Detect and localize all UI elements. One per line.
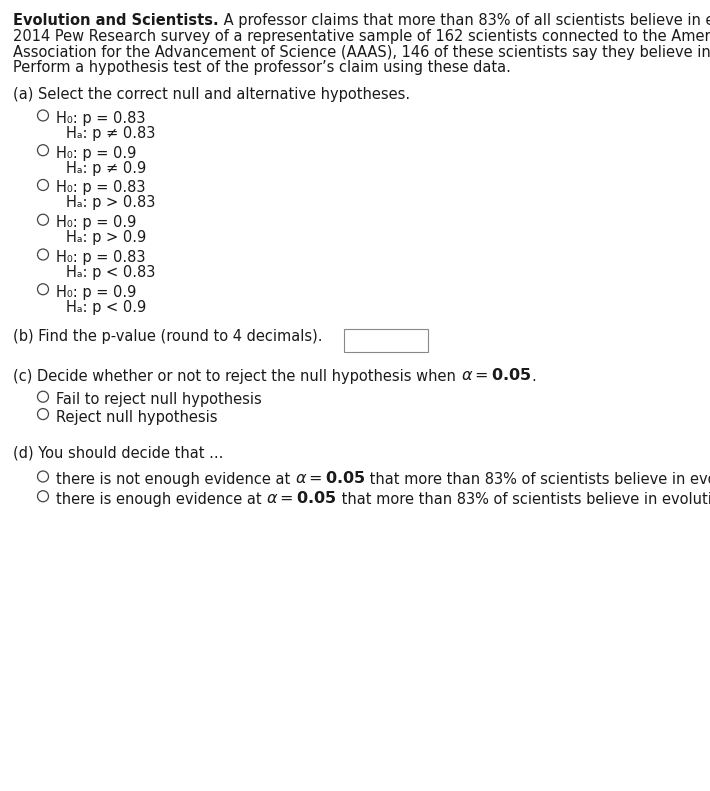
Text: Hₐ: p > 0.83: Hₐ: p > 0.83 — [66, 195, 155, 210]
Text: Hₐ: p < 0.83: Hₐ: p < 0.83 — [66, 265, 155, 280]
Text: Hₐ: p < 0.9: Hₐ: p < 0.9 — [66, 300, 146, 315]
Text: that more than 83% of scientists believe in evolution.: that more than 83% of scientists believe… — [337, 492, 710, 507]
Text: Association for the Advancement of Science (AAAS), 146 of these scientists say t: Association for the Advancement of Scien… — [13, 44, 710, 59]
Text: there is not enough evidence at: there is not enough evidence at — [56, 472, 295, 487]
Text: there is enough evidence at: there is enough evidence at — [56, 492, 266, 507]
Text: Evolution and Scientists.: Evolution and Scientists. — [13, 13, 219, 28]
Text: .: . — [531, 369, 536, 384]
Text: that more than 83% of scientists believe in evolution.: that more than 83% of scientists believe… — [366, 472, 710, 487]
Text: (d) You should decide that ...: (d) You should decide that ... — [13, 446, 224, 461]
Text: Fail to reject null hypothesis: Fail to reject null hypothesis — [56, 392, 262, 407]
Text: Reject null hypothesis: Reject null hypothesis — [56, 410, 217, 425]
Text: H₀: p = 0.83: H₀: p = 0.83 — [56, 180, 146, 195]
Text: H₀: p = 0.83: H₀: p = 0.83 — [56, 111, 146, 126]
Text: 2014 Pew Research survey of a representative sample of 162 scientists connected : 2014 Pew Research survey of a representa… — [13, 28, 710, 44]
Text: H₀: p = 0.9: H₀: p = 0.9 — [56, 146, 136, 161]
Text: $\alpha = \mathbf{0.05}$: $\alpha = \mathbf{0.05}$ — [295, 470, 366, 486]
Text: (a) Select the correct null and alternative hypotheses.: (a) Select the correct null and alternat… — [13, 87, 410, 102]
Text: Hₐ: p > 0.9: Hₐ: p > 0.9 — [66, 230, 146, 245]
FancyBboxPatch shape — [344, 328, 428, 351]
Text: H₀: p = 0.83: H₀: p = 0.83 — [56, 250, 146, 265]
Text: H₀: p = 0.9: H₀: p = 0.9 — [56, 215, 136, 230]
Text: Hₐ: p ≠ 0.9: Hₐ: p ≠ 0.9 — [66, 161, 146, 176]
Text: A professor claims that more than 83% of all scientists believe in evolution. In: A professor claims that more than 83% of… — [219, 13, 710, 28]
Text: Perform a hypothesis test of the professor’s claim using these data.: Perform a hypothesis test of the profess… — [13, 60, 511, 75]
Text: H₀: p = 0.9: H₀: p = 0.9 — [56, 285, 136, 300]
Text: Hₐ: p ≠ 0.83: Hₐ: p ≠ 0.83 — [66, 126, 155, 141]
Text: $\alpha = \mathbf{0.05}$: $\alpha = \mathbf{0.05}$ — [266, 490, 337, 505]
Text: (b) Find the p-value (round to 4 decimals).: (b) Find the p-value (round to 4 decimal… — [13, 329, 322, 344]
Text: $\alpha = \mathbf{0.05}$: $\alpha = \mathbf{0.05}$ — [461, 366, 531, 383]
Text: (c) Decide whether or not to reject the null hypothesis when: (c) Decide whether or not to reject the … — [13, 369, 461, 384]
